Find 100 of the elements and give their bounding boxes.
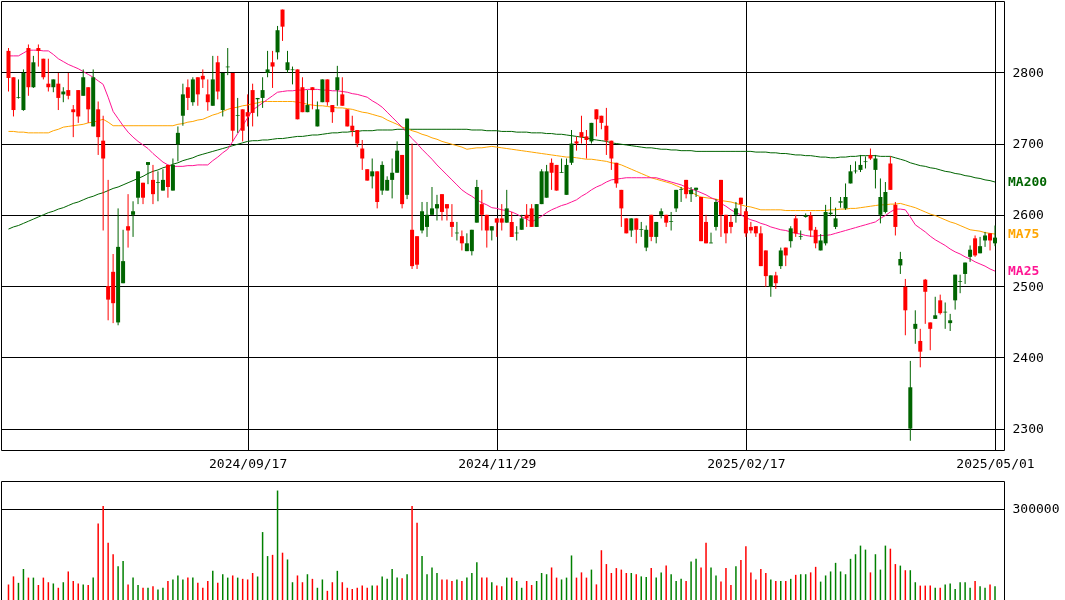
candlestick [265, 50, 270, 78]
candlestick [913, 309, 918, 345]
candlestick [310, 86, 315, 110]
candlestick [280, 9, 285, 42]
candlestick [604, 107, 609, 156]
candlestick [360, 139, 365, 171]
candlestick [101, 115, 106, 231]
candlestick [235, 97, 240, 134]
candlestick [903, 278, 908, 336]
candlestick [669, 211, 674, 231]
candlestick [614, 162, 619, 189]
y-tick-label: 2700 [1012, 136, 1044, 152]
candlestick [808, 211, 813, 238]
series-label: MA200 [1008, 174, 1048, 190]
x-tick-label: 2024/09/17 [209, 455, 288, 471]
candlestick [146, 161, 150, 185]
candlestick [370, 158, 375, 189]
candlestick [260, 76, 265, 109]
candlestick [150, 164, 155, 205]
candlestick [689, 186, 694, 203]
candlestick [893, 201, 898, 236]
candlestick [833, 207, 838, 230]
candlestick [340, 76, 345, 107]
candlestick [529, 203, 534, 228]
candlestick [420, 201, 425, 234]
candlestick [863, 155, 868, 169]
candlestick [390, 158, 395, 199]
y-tick-label: 2600 [1012, 207, 1044, 223]
candlestick [923, 278, 928, 325]
y-tick-label: 300000 [1012, 501, 1060, 517]
y-tick-label: 2500 [1012, 278, 1044, 294]
x-tick-label: 2025/05/01 [956, 455, 1035, 471]
candlestick [449, 203, 454, 238]
candlestick [131, 200, 136, 238]
candlestick [185, 78, 190, 111]
candlestick [733, 201, 738, 224]
candlestick [813, 226, 818, 249]
candlestick [768, 274, 773, 298]
candlestick [968, 244, 973, 263]
series-label: MA75 [1008, 226, 1040, 242]
candlestick [205, 78, 210, 112]
candlestick [898, 251, 903, 275]
candlestick [285, 50, 290, 74]
candlestick [106, 179, 111, 321]
candlestick [395, 140, 400, 174]
candlestick [190, 76, 195, 107]
candlestick [639, 221, 644, 238]
candlestick [126, 193, 131, 249]
candlestick [270, 50, 275, 89]
y-tick-label: 2800 [1012, 64, 1044, 80]
candlestick [479, 189, 484, 231]
x-tick-label: 2024/11/29 [458, 455, 537, 471]
candlestick [649, 214, 654, 242]
candlestick [983, 231, 988, 248]
candlestick [160, 168, 165, 192]
candlestick [679, 186, 684, 203]
candlestick [978, 236, 983, 254]
candlestick [81, 68, 86, 97]
candlestick [66, 72, 71, 100]
candlestick [430, 186, 434, 216]
candlestick [579, 115, 584, 145]
candlestick [484, 214, 489, 249]
candlestick [469, 229, 474, 256]
candlestick [459, 229, 464, 251]
candlestick [609, 140, 614, 171]
candlestick [988, 232, 993, 251]
candlestick [738, 197, 743, 216]
candlestick [933, 296, 938, 320]
x-tick-label: 2025/02/17 [707, 455, 786, 471]
series-label: MA25 [1008, 263, 1040, 279]
candlestick [798, 229, 803, 241]
candlestick [165, 164, 170, 199]
candlestick [335, 65, 340, 107]
candlestick [250, 83, 255, 127]
candlestick [36, 43, 41, 68]
candlestick [325, 78, 330, 107]
candlestick [728, 214, 733, 234]
candlestick [778, 247, 783, 270]
candlestick [509, 211, 514, 238]
candlestick [315, 100, 320, 127]
y-tick-label: 2300 [1012, 421, 1044, 437]
candlestick [793, 214, 798, 238]
candlestick [634, 217, 639, 244]
candlestick [938, 294, 943, 316]
candlestick [534, 203, 539, 228]
candlestick [788, 225, 793, 249]
candlestick [918, 328, 923, 368]
line-series [7, 49, 996, 272]
candlestick [434, 194, 439, 222]
candlestick [644, 225, 649, 252]
candlestick [180, 83, 185, 127]
candlestick [499, 203, 504, 231]
y-tick-label: 2400 [1012, 349, 1044, 365]
candlestick [629, 217, 634, 238]
candlestick [86, 86, 91, 124]
candlestick [56, 72, 61, 111]
candlestick [594, 108, 599, 137]
candlestick [928, 321, 933, 351]
candlestick [873, 154, 878, 189]
candlestick [878, 177, 883, 224]
